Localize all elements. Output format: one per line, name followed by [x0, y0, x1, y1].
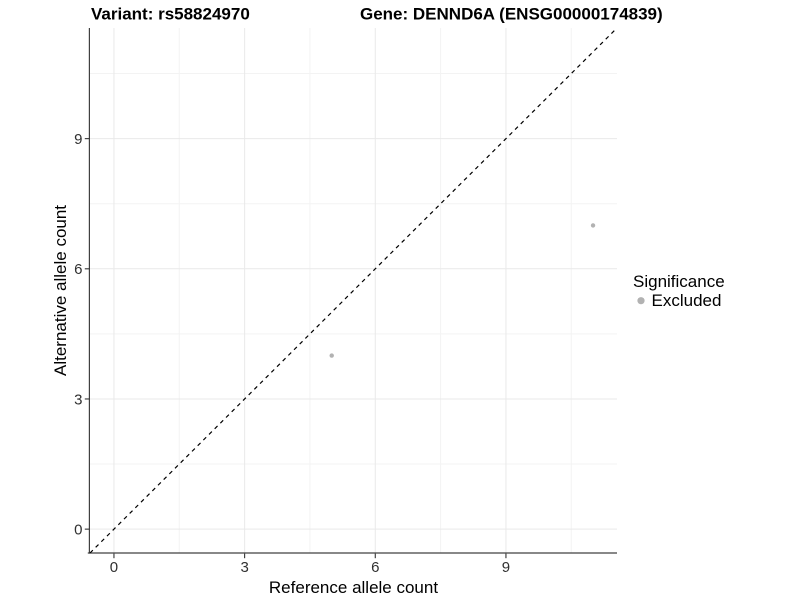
x-tick-label: 9	[502, 559, 510, 576]
data-point	[590, 223, 596, 228]
identity-line-layer	[89, 27, 618, 554]
x-tick-label: 3	[240, 559, 248, 576]
data-point	[329, 353, 334, 358]
y-tick-label: 6	[74, 261, 82, 278]
legend-item-label: Excluded	[652, 291, 722, 310]
x-tick-label: 6	[371, 559, 379, 576]
identity-line	[89, 27, 618, 554]
axis-layer: 0 3 6 9 0 3 6 9	[74, 28, 617, 576]
plot-title-variant: Variant: rs58824970	[91, 5, 250, 24]
x-tick-label: 0	[110, 559, 118, 576]
y-tick-label: 3	[74, 391, 82, 408]
legend: Significance Excluded	[633, 272, 725, 310]
grid-layer	[90, 28, 617, 553]
legend-title: Significance	[633, 272, 725, 291]
data-point-layer	[329, 223, 596, 358]
x-axis-title: Reference allele count	[269, 578, 438, 597]
y-axis-title: Alternative allele count	[51, 205, 70, 376]
legend-key-dot	[637, 297, 645, 305]
y-tick-label: 0	[74, 521, 82, 538]
y-tick-label: 9	[74, 131, 82, 148]
plot-title-gene: Gene: DENND6A (ENSG00000174839)	[360, 5, 663, 24]
